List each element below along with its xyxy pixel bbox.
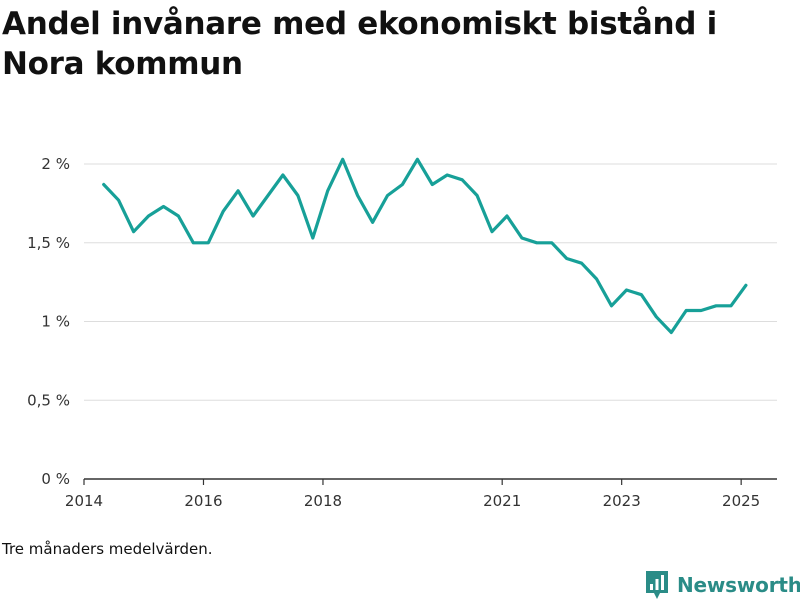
bar-chart-pin-icon — [646, 571, 668, 599]
data-point — [446, 174, 449, 177]
footnote: Tre månaders medelvärden. — [2, 540, 213, 558]
x-axis-tick-labels: 2014 2016 2018 2021 2023 2025 — [65, 492, 760, 510]
series-layer — [102, 157, 748, 335]
y-tick-label: 0,5 % — [27, 391, 70, 409]
x-tick-label: 2021 — [483, 492, 521, 510]
data-point — [416, 158, 419, 161]
data-point — [461, 178, 464, 181]
data-point — [550, 241, 553, 244]
x-tick-label: 2018 — [304, 492, 342, 510]
x-tick-label: 2014 — [65, 492, 103, 510]
y-tick-label: 2 % — [41, 155, 70, 173]
data-point — [282, 174, 285, 177]
series-line — [102, 157, 748, 335]
data-point — [117, 199, 120, 202]
data-point — [521, 237, 524, 240]
data-point — [535, 241, 538, 244]
x-axis — [83, 478, 777, 485]
y-tick-label: 1,5 % — [27, 234, 70, 252]
data-point — [401, 183, 404, 186]
data-point — [192, 241, 195, 244]
data-point — [341, 158, 344, 161]
data-point — [565, 257, 568, 260]
data-point — [491, 230, 494, 233]
data-point — [356, 194, 359, 197]
data-point — [431, 183, 434, 186]
brand-name: Newsworthy — [677, 573, 800, 597]
x-tick-label: 2025 — [722, 492, 760, 510]
data-point — [132, 230, 135, 233]
data-point — [267, 194, 270, 197]
data-point — [506, 215, 509, 218]
y-axis-tick-labels: 0 % 0,5 % 1 % 1,5 % 2 % — [27, 155, 70, 488]
chart-title: Andel invånare med ekonomiskt bistånd i … — [2, 6, 717, 82]
data-point — [252, 215, 255, 218]
data-point — [685, 309, 688, 312]
data-point — [610, 304, 613, 307]
data-point — [222, 210, 225, 213]
data-point — [326, 189, 329, 192]
data-point — [476, 194, 479, 197]
data-point — [371, 221, 374, 224]
data-point — [670, 331, 673, 334]
gridlines — [84, 163, 777, 401]
data-point — [147, 215, 150, 218]
data-point — [162, 205, 165, 208]
data-point — [700, 309, 703, 312]
data-point — [207, 241, 210, 244]
y-tick-label: 0 % — [41, 470, 70, 488]
data-point — [745, 284, 748, 287]
data-point — [625, 289, 628, 292]
brand-logo[interactable]: Newsworthy — [644, 569, 800, 601]
data-point — [102, 183, 105, 186]
data-point — [177, 215, 180, 218]
x-tick-label: 2016 — [184, 492, 222, 510]
x-tick-label: 2023 — [603, 492, 641, 510]
data-point — [386, 194, 389, 197]
data-point — [237, 189, 240, 192]
data-point — [297, 194, 300, 197]
data-point — [655, 315, 658, 318]
data-point — [730, 304, 733, 307]
data-point — [580, 262, 583, 265]
y-tick-label: 1 % — [41, 313, 70, 331]
data-point — [640, 293, 643, 296]
data-point — [311, 237, 314, 240]
data-point — [715, 304, 718, 307]
data-point — [595, 278, 598, 281]
